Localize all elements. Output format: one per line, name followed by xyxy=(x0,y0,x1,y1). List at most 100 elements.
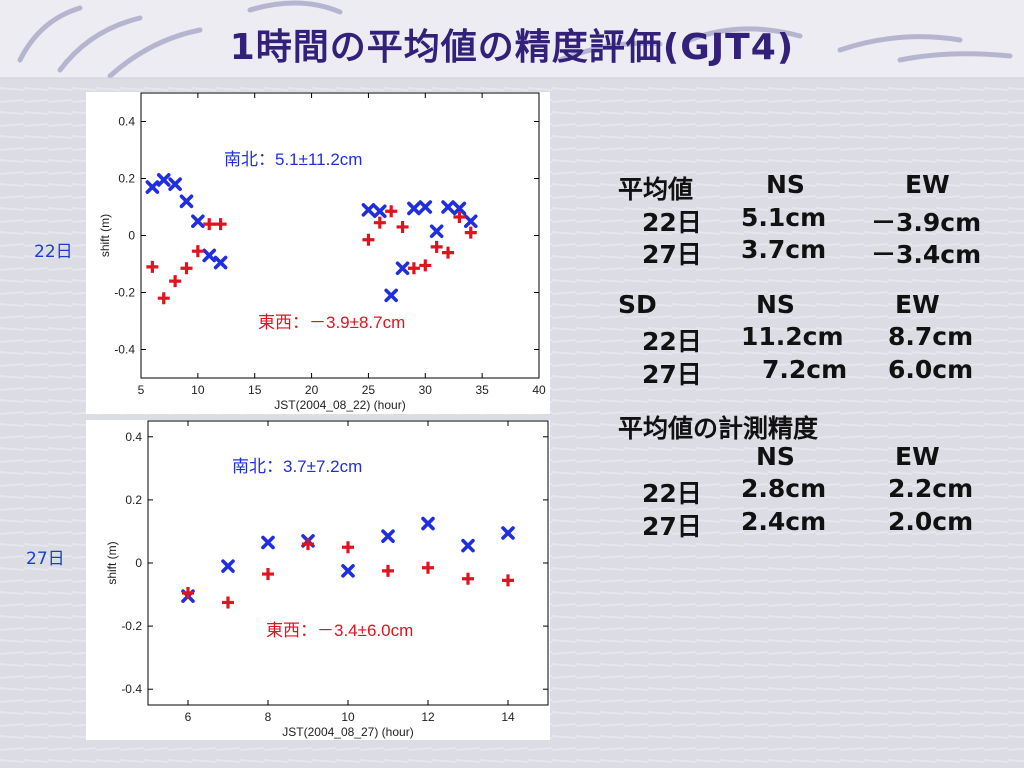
y-tick-label: 0.4 xyxy=(125,430,142,444)
ew-point xyxy=(169,275,182,288)
x-tick-label: 8 xyxy=(265,710,272,724)
y-tick-label: 0.2 xyxy=(118,172,135,186)
ew-point xyxy=(302,538,314,551)
x-tick-label: 25 xyxy=(362,383,376,397)
chart-27: 6 8 10 12 14 -0.4 -0.2 0 0.2 0.4 JST(2004_08_27) (… xyxy=(105,420,549,739)
mean-day: 27日 xyxy=(642,240,702,269)
ns-point xyxy=(361,203,376,217)
ns-point xyxy=(341,564,355,578)
ns-point xyxy=(441,200,455,214)
ew-point xyxy=(191,245,204,258)
ns-point xyxy=(191,214,205,229)
mean-ew-value: －3.9cm xyxy=(871,207,982,237)
y-tick-label: -0.2 xyxy=(114,286,135,300)
precision-ns-value: 2.4cm xyxy=(741,506,827,536)
ns-point xyxy=(463,214,478,229)
ew-annotation: 東西：－3.9±8.7cm xyxy=(258,313,405,332)
mean-ew-header: EW xyxy=(905,170,950,199)
ns-point xyxy=(261,535,275,550)
y-tick-label: -0.2 xyxy=(121,619,142,633)
precision-ns-header: NS xyxy=(756,441,795,471)
x-axis-label: JST(2004_08_27) (hour) xyxy=(282,725,413,739)
ew-point xyxy=(453,210,466,223)
x-tick-label: 10 xyxy=(191,383,205,397)
ns-point xyxy=(501,526,515,540)
ew-point xyxy=(214,218,227,231)
ew-annotation: 東西：－3.4±6.0cm xyxy=(266,621,413,640)
precision-day: 22日 xyxy=(642,479,702,508)
precision-header-row: NS EW xyxy=(618,442,1018,475)
y-axis-label: shift (m) xyxy=(105,541,119,584)
sd-ns-value: 7.2cm xyxy=(762,354,848,384)
y-tick-label: 0 xyxy=(135,556,142,570)
ew-point xyxy=(146,260,159,273)
ns-point xyxy=(373,204,387,219)
ew-point xyxy=(157,292,170,305)
ns-annotation: 南北：3.7±7.2cm xyxy=(232,457,362,476)
slide-title: 1時間の平均値の精度評価(GJT4) xyxy=(229,27,795,68)
ew-point xyxy=(462,572,474,585)
mean-row: 22日 5.1cm －3.9cm xyxy=(618,202,1018,237)
ns-point xyxy=(213,255,228,270)
sd-ew-header: EW xyxy=(895,289,940,319)
ns-point xyxy=(395,261,410,276)
precision-ew-value: 2.0cm xyxy=(888,506,974,536)
precision-ew-header: EW xyxy=(895,441,940,471)
ew-point xyxy=(203,218,216,231)
plot-area xyxy=(140,92,540,379)
x-tick-label: 40 xyxy=(532,383,546,397)
y-axis-label: shift (m) xyxy=(98,214,112,257)
y-tick-label: 0 xyxy=(128,229,135,243)
sd-day: 27日 xyxy=(642,359,702,389)
ew-point xyxy=(180,262,193,275)
ns-point xyxy=(421,516,435,531)
x-tick-label: 10 xyxy=(341,710,355,724)
y-tick-label: 0.2 xyxy=(125,493,142,507)
precision-ew-value: 2.2cm xyxy=(888,474,974,503)
ew-point xyxy=(430,240,443,253)
sd-row: 27日 7.2cm 6.0cm xyxy=(618,354,1018,389)
ew-point xyxy=(362,233,375,246)
ew-point xyxy=(342,541,354,554)
mean-ew-value: －3.4cm xyxy=(871,240,982,269)
precision-day: 27日 xyxy=(642,511,702,541)
ew-point xyxy=(396,220,409,233)
ew-point xyxy=(385,205,398,218)
ns-point xyxy=(145,180,160,194)
ns-point xyxy=(418,200,433,214)
mean-header-row: 平均値 NS EW xyxy=(618,170,1018,204)
precision-title-row: 平均値の計測精度 xyxy=(618,409,1018,443)
y-tick-label: -0.4 xyxy=(114,343,135,357)
ns-annotation: 南北：5.1±11.2cm xyxy=(224,150,362,169)
x-tick-label: 15 xyxy=(248,383,262,397)
ew-point xyxy=(182,586,194,599)
x-tick-label: 20 xyxy=(305,383,319,397)
mean-label: 平均値 xyxy=(618,175,694,204)
x-tick-label: 35 xyxy=(475,383,489,397)
mean-day: 22日 xyxy=(642,207,702,237)
x-axis-label: JST(2004_08_22) (hour) xyxy=(274,398,405,412)
sd-row: 22日 11.2cm 8.7cm xyxy=(618,322,1018,356)
precision-row: 22日 2.8cm 2.2cm xyxy=(618,474,1018,508)
precision-row: 27日 2.4cm 2.0cm xyxy=(618,506,1018,541)
ew-point xyxy=(464,226,477,239)
day-22-label: 22日 xyxy=(34,242,73,262)
ns-point xyxy=(202,248,217,263)
x-tick-label: 30 xyxy=(419,383,433,397)
ns-point xyxy=(381,529,395,543)
ns-point xyxy=(221,559,235,573)
ns-point xyxy=(179,194,194,209)
mean-ns-value: 5.1cm xyxy=(741,202,827,232)
sd-ew-value: 8.7cm xyxy=(888,322,974,351)
chart-22-panel: 5 10 15 20 25 30 35 40 -0.4 -0.2 0 0.2 0.4 JST(2004_0… xyxy=(86,92,550,414)
stats-panel: 平均値 NS EW 22日 5.1cm －3.9cm 27日 3.7cm －3.… xyxy=(618,170,1018,541)
precision-title: 平均値の計測精度 xyxy=(618,414,819,443)
ns-point xyxy=(461,538,475,553)
x-tick-label: 6 xyxy=(185,710,192,724)
day-27-label: 27日 xyxy=(26,549,65,569)
ew-point xyxy=(373,216,386,229)
ew-point xyxy=(442,246,455,259)
mean-ns-value: 3.7cm xyxy=(741,235,827,264)
ew-point xyxy=(382,564,394,577)
ns-point xyxy=(384,288,398,303)
